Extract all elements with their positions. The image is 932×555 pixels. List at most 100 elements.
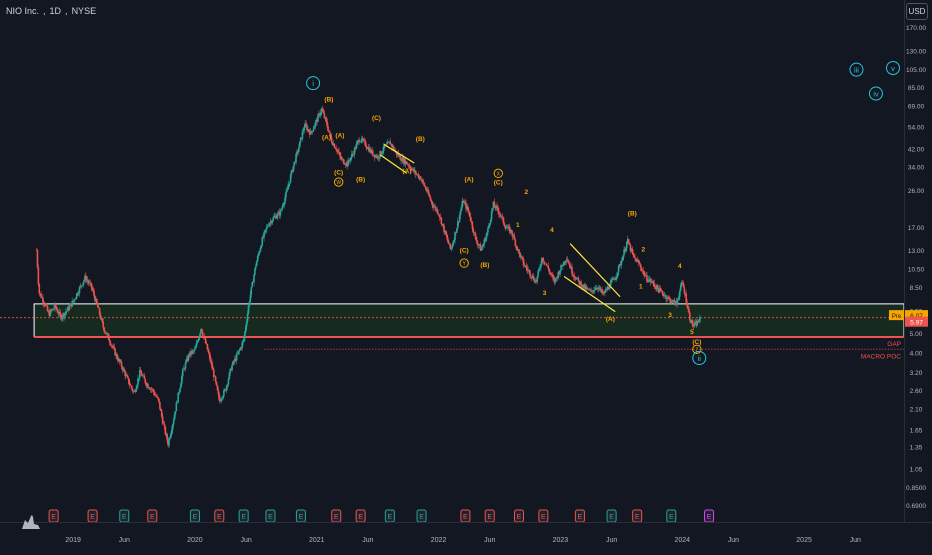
candle-body	[447, 241, 450, 245]
candle-body	[190, 351, 192, 355]
earnings-event-marker[interactable]: E	[87, 509, 98, 523]
candle-body	[295, 154, 297, 163]
candle-body	[538, 268, 540, 271]
candle-body	[84, 275, 86, 281]
wave-label-text: W	[336, 180, 341, 186]
symbol-name[interactable]: NIO Inc.	[6, 6, 40, 16]
wave-label-text: iv	[873, 90, 879, 99]
candle-body	[693, 323, 696, 327]
candle-body	[107, 333, 109, 335]
candle-body	[549, 271, 551, 273]
candle-body	[202, 332, 204, 337]
candle-body	[541, 257, 543, 265]
candle-body	[41, 297, 43, 299]
candle-body	[189, 351, 191, 356]
candle-body	[520, 255, 523, 258]
candle-body	[265, 229, 267, 231]
candle-body	[129, 385, 132, 386]
candle-body	[474, 232, 476, 237]
candle-body	[614, 279, 616, 280]
candle-body	[44, 305, 47, 306]
earnings-event-marker[interactable]: E	[538, 509, 549, 523]
candle-body	[403, 158, 406, 165]
earnings-event-marker[interactable]: E	[147, 509, 158, 523]
candle-body	[379, 151, 381, 158]
candle-body	[344, 164, 347, 166]
earnings-event-marker[interactable]: E	[48, 509, 59, 523]
earnings-event-marker[interactable]: E	[666, 509, 677, 523]
candle-body	[556, 277, 559, 278]
candle-body	[375, 155, 378, 158]
time-axis-tick: Jun	[850, 537, 861, 544]
candle-body	[483, 239, 486, 245]
earnings-event-marker[interactable]: E	[265, 509, 276, 523]
candle-body	[509, 227, 511, 233]
candle-body	[110, 345, 113, 346]
earnings-event-marker[interactable]: E	[704, 509, 715, 523]
wave-label-circle	[333, 177, 344, 187]
earnings-marker-label: E	[669, 514, 674, 521]
candle-body	[253, 274, 255, 283]
candle-body	[315, 119, 317, 123]
symbol-header[interactable]: NIO Inc., 1D, NYSE	[6, 6, 96, 16]
candle-body	[114, 348, 116, 356]
candle-body	[568, 263, 571, 265]
candle-body	[671, 300, 674, 303]
minor-wave-label: 2	[524, 189, 528, 196]
candle-body	[104, 331, 106, 333]
earnings-event-marker[interactable]: E	[189, 509, 200, 523]
candle-body	[580, 281, 582, 288]
earnings-event-marker[interactable]: E	[119, 509, 130, 523]
candle-body	[246, 313, 249, 322]
candle-body	[499, 214, 501, 215]
earnings-event-marker[interactable]: E	[238, 509, 249, 523]
currency-button[interactable]: USD	[906, 3, 928, 20]
price-axis-tick: 42.00	[908, 146, 925, 153]
wave-label-text: (A)	[322, 134, 331, 141]
earnings-event-marker[interactable]: E	[331, 509, 342, 523]
candle-body	[66, 307, 69, 311]
tradingview-logo-icon[interactable]	[20, 513, 42, 536]
candle-body	[217, 390, 220, 395]
candle-body	[625, 247, 627, 252]
earnings-event-marker[interactable]: E	[295, 509, 306, 523]
candle-body	[335, 148, 338, 151]
earnings-marker-label: E	[90, 514, 95, 521]
candle-body	[570, 266, 572, 269]
earnings-event-marker[interactable]: E	[606, 509, 617, 523]
candle-body	[328, 130, 330, 133]
earnings-event-marker[interactable]: E	[632, 509, 643, 523]
candle-body	[592, 290, 594, 292]
candle-body	[55, 308, 58, 310]
earnings-event-marker[interactable]: E	[214, 509, 225, 523]
minor-wave-label: (A)	[322, 134, 331, 141]
wave-label-text: (A)	[335, 132, 344, 139]
earnings-event-marker[interactable]: E	[355, 509, 366, 523]
minor-wave-label: 3	[543, 290, 547, 297]
earnings-event-marker[interactable]: E	[574, 509, 585, 523]
earnings-event-marker[interactable]: E	[513, 509, 524, 523]
candle-body	[191, 350, 194, 352]
candle-body	[54, 303, 56, 309]
earnings-event-marker[interactable]: E	[460, 509, 471, 523]
minor-wave-label: 1	[516, 222, 520, 229]
candle-body	[378, 157, 380, 159]
candle-body	[270, 221, 273, 224]
candle-body	[112, 346, 115, 348]
candle-body	[641, 270, 644, 272]
candle-body	[393, 146, 395, 151]
candle-body	[550, 272, 552, 275]
candle-body	[322, 110, 325, 113]
earnings-event-marker[interactable]: E	[416, 509, 427, 523]
candle-body	[51, 309, 53, 311]
candle-body	[452, 241, 455, 246]
earnings-event-marker[interactable]: E	[384, 509, 395, 523]
earnings-event-marker[interactable]: E	[484, 509, 495, 523]
candle-body	[350, 157, 352, 161]
candle-body	[327, 126, 329, 131]
interval-label[interactable]: 1D	[49, 6, 62, 16]
candle-body	[676, 300, 678, 304]
candle-body	[652, 281, 655, 284]
